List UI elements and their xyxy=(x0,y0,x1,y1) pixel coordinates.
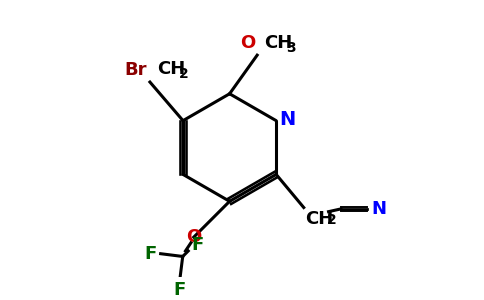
Text: N: N xyxy=(280,110,296,129)
Text: F: F xyxy=(144,245,156,263)
Text: F: F xyxy=(174,281,186,299)
Text: F: F xyxy=(191,236,203,254)
Text: CH: CH xyxy=(305,210,333,228)
Text: N: N xyxy=(371,200,386,218)
Text: CH: CH xyxy=(264,34,292,52)
Text: 3: 3 xyxy=(286,40,296,55)
Text: 2: 2 xyxy=(327,213,337,227)
Text: CH: CH xyxy=(157,60,185,78)
Text: 2: 2 xyxy=(179,67,189,81)
Text: O: O xyxy=(241,34,256,52)
Text: Br: Br xyxy=(125,61,147,79)
Text: O: O xyxy=(186,228,201,246)
